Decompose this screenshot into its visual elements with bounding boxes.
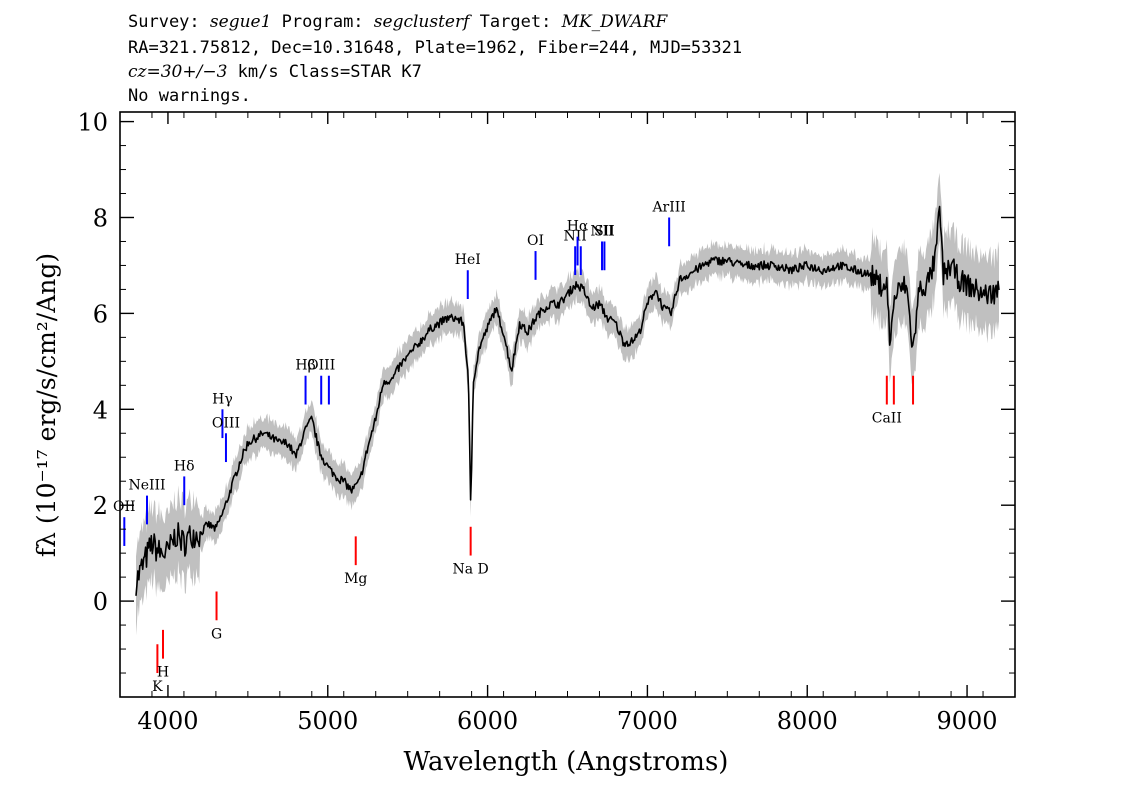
spectral-line-label: Hβ [295, 358, 315, 374]
survey-value: segue1 [209, 12, 272, 32]
y-tick-label: 10 [77, 109, 108, 137]
y-tick-label: 0 [93, 588, 108, 616]
cz-value: cz=30+/−3 [128, 62, 228, 82]
class-text: km/s Class=STAR K7 [227, 62, 422, 82]
spectral-line-label: Na D [453, 562, 489, 578]
spectral-line-label: SII [594, 223, 615, 239]
program-value: segclusterf [373, 12, 470, 32]
header-line-warnings: No warnings. [128, 86, 251, 106]
target-label: Target: [479, 12, 552, 32]
spectrum-layer [135, 205, 1000, 596]
axes-layer: 4000 5000 6000 7000 8000 9000 0 2 4 6 8 10 [77, 109, 1016, 735]
y-tick-label: 8 [93, 204, 108, 232]
spectral-line-label: OIII [212, 415, 240, 431]
survey-label: Survey: [128, 12, 200, 32]
x-tick-label: 4000 [137, 707, 198, 735]
x-tick-label: 5000 [297, 707, 358, 735]
y-tick-label: 2 [93, 492, 108, 520]
plot-frame [119, 111, 1016, 698]
x-tick-label: 7000 [617, 707, 678, 735]
spectral-line-label: Mg [344, 571, 367, 587]
y-tick-label: 6 [93, 300, 108, 328]
spectral-line-label: K [152, 679, 163, 695]
spectral-line-label: NeIII [128, 478, 165, 494]
program-label: Program: [281, 12, 364, 32]
header-line-redshift: cz=30+/−3 km/s Class=STAR K7 [128, 62, 422, 82]
target-value: MK_DWARF [561, 12, 668, 32]
y-tick-label: 4 [93, 396, 108, 424]
x-tick-label: 6000 [457, 707, 518, 735]
spectral-line-label: ArIII [651, 199, 685, 215]
spectral-line-label: OI [527, 233, 544, 249]
header-line-coordinates: RA=321.75812, Dec=10.31648, Plate=1962, … [128, 38, 743, 58]
x-tick-label: 9000 [937, 707, 998, 735]
header-line-survey: Survey: segue1 Program: segclusterf Targ… [128, 12, 667, 32]
x-tick-label: 8000 [777, 707, 838, 735]
spectral-line-label: Hα [567, 219, 589, 235]
spectral-line-label: NII [564, 228, 587, 244]
spectral-line-label: OIII [307, 358, 335, 374]
spectrum-line [135, 205, 1000, 596]
spectral-line-label: Hδ [174, 458, 195, 474]
x-axis-label: Wavelength (Angstroms) [404, 747, 729, 777]
spectral-line-label: NII [590, 223, 613, 239]
spectral-line-label: CaII [872, 411, 902, 427]
spectral-line-label: HeI [455, 252, 481, 268]
spectral-line-label: OII [113, 499, 136, 515]
spectral-line-label: G [211, 626, 222, 642]
spectral-line-label: Hγ [212, 391, 233, 407]
y-axis-label: fλ (10⁻¹⁷ erg/s/cm²/Ang) [32, 253, 61, 557]
spectral-line-label: H [157, 665, 169, 681]
